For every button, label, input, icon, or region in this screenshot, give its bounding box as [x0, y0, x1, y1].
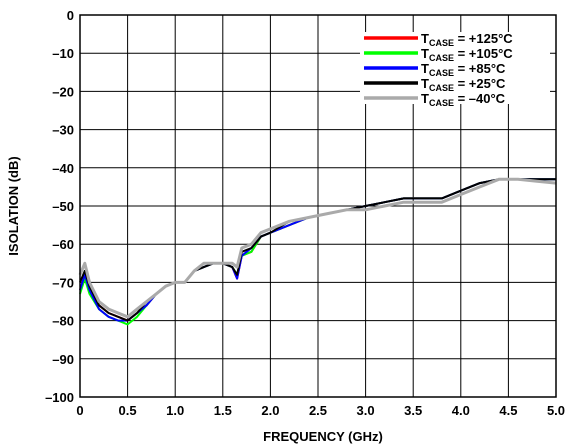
- y-tick-label: –40: [52, 161, 74, 176]
- y-tick-label: –50: [52, 199, 74, 214]
- legend-entry-main: T: [421, 76, 429, 91]
- legend-entry-value: = +105°C: [454, 46, 513, 61]
- legend-entry-sub: CASE: [429, 83, 454, 93]
- series-line-4: [78, 177, 557, 319]
- x-tick-label: 5.0: [547, 403, 565, 418]
- legend-entry-0: TCASE = +125°C: [421, 31, 513, 48]
- x-tick-label: 4.0: [452, 403, 470, 418]
- y-tick-label: –70: [52, 275, 74, 290]
- y-tick-label: 0: [67, 8, 74, 23]
- y-tick-label: –80: [52, 314, 74, 329]
- legend-entry-sub: CASE: [429, 53, 454, 63]
- legend-entry-1: TCASE = +105°C: [421, 46, 513, 63]
- x-tick-label: 0.5: [119, 403, 137, 418]
- y-tick-label: –90: [52, 352, 74, 367]
- x-tick-label: 1.5: [214, 403, 232, 418]
- legend-entry-main: T: [421, 61, 429, 76]
- legend-entry-value: = –40°C: [454, 91, 506, 106]
- series-line-3: [79, 178, 556, 322]
- legend-entry-sub: CASE: [429, 68, 454, 78]
- series-layer: [78, 177, 557, 326]
- y-tick-labels: 0 –10 –20 –30 –40 –50 –60 –70 –80 –90 –100: [45, 8, 74, 405]
- legend-entry-main: T: [421, 91, 429, 106]
- y-axis-title: ISOLATION (dB): [6, 156, 21, 255]
- x-tick-label: 4.5: [499, 403, 517, 418]
- legend-entry-sub: CASE: [429, 98, 454, 108]
- y-tick-label: –60: [52, 237, 74, 252]
- legend-entry-value: = +25°C: [454, 76, 506, 91]
- y-tick-label: –30: [52, 123, 74, 138]
- y-tick-label: –20: [52, 84, 74, 99]
- legend-entry-value: = +85°C: [454, 61, 506, 76]
- x-tick-label: 2.5: [309, 403, 327, 418]
- x-tick-labels: 0 0.5 1.0 1.5 2.0 2.5 3.0 3.5 4.0 4.5 5.0: [76, 403, 565, 418]
- x-tick-label: 3.5: [404, 403, 422, 418]
- y-tick-label: –10: [52, 46, 74, 61]
- legend-entry-sub: CASE: [429, 38, 454, 48]
- x-tick-label: 1.0: [166, 403, 184, 418]
- legend-entry-3: TCASE = +25°C: [421, 76, 506, 93]
- legend-entry-main: T: [421, 31, 429, 46]
- legend-entry-4: TCASE = –40°C: [421, 91, 506, 108]
- x-tick-label: 3.0: [357, 403, 375, 418]
- x-tick-label: 2.0: [261, 403, 279, 418]
- legend-entry-main: T: [421, 46, 429, 61]
- x-tick-label: 0: [76, 403, 83, 418]
- y-tick-label: –100: [45, 390, 74, 405]
- legend-entry-value: = +125°C: [454, 31, 513, 46]
- plot-frame: [79, 14, 557, 398]
- x-axis-title: FREQUENCY (GHz): [263, 429, 383, 444]
- legend-entry-2: TCASE = +85°C: [421, 61, 506, 78]
